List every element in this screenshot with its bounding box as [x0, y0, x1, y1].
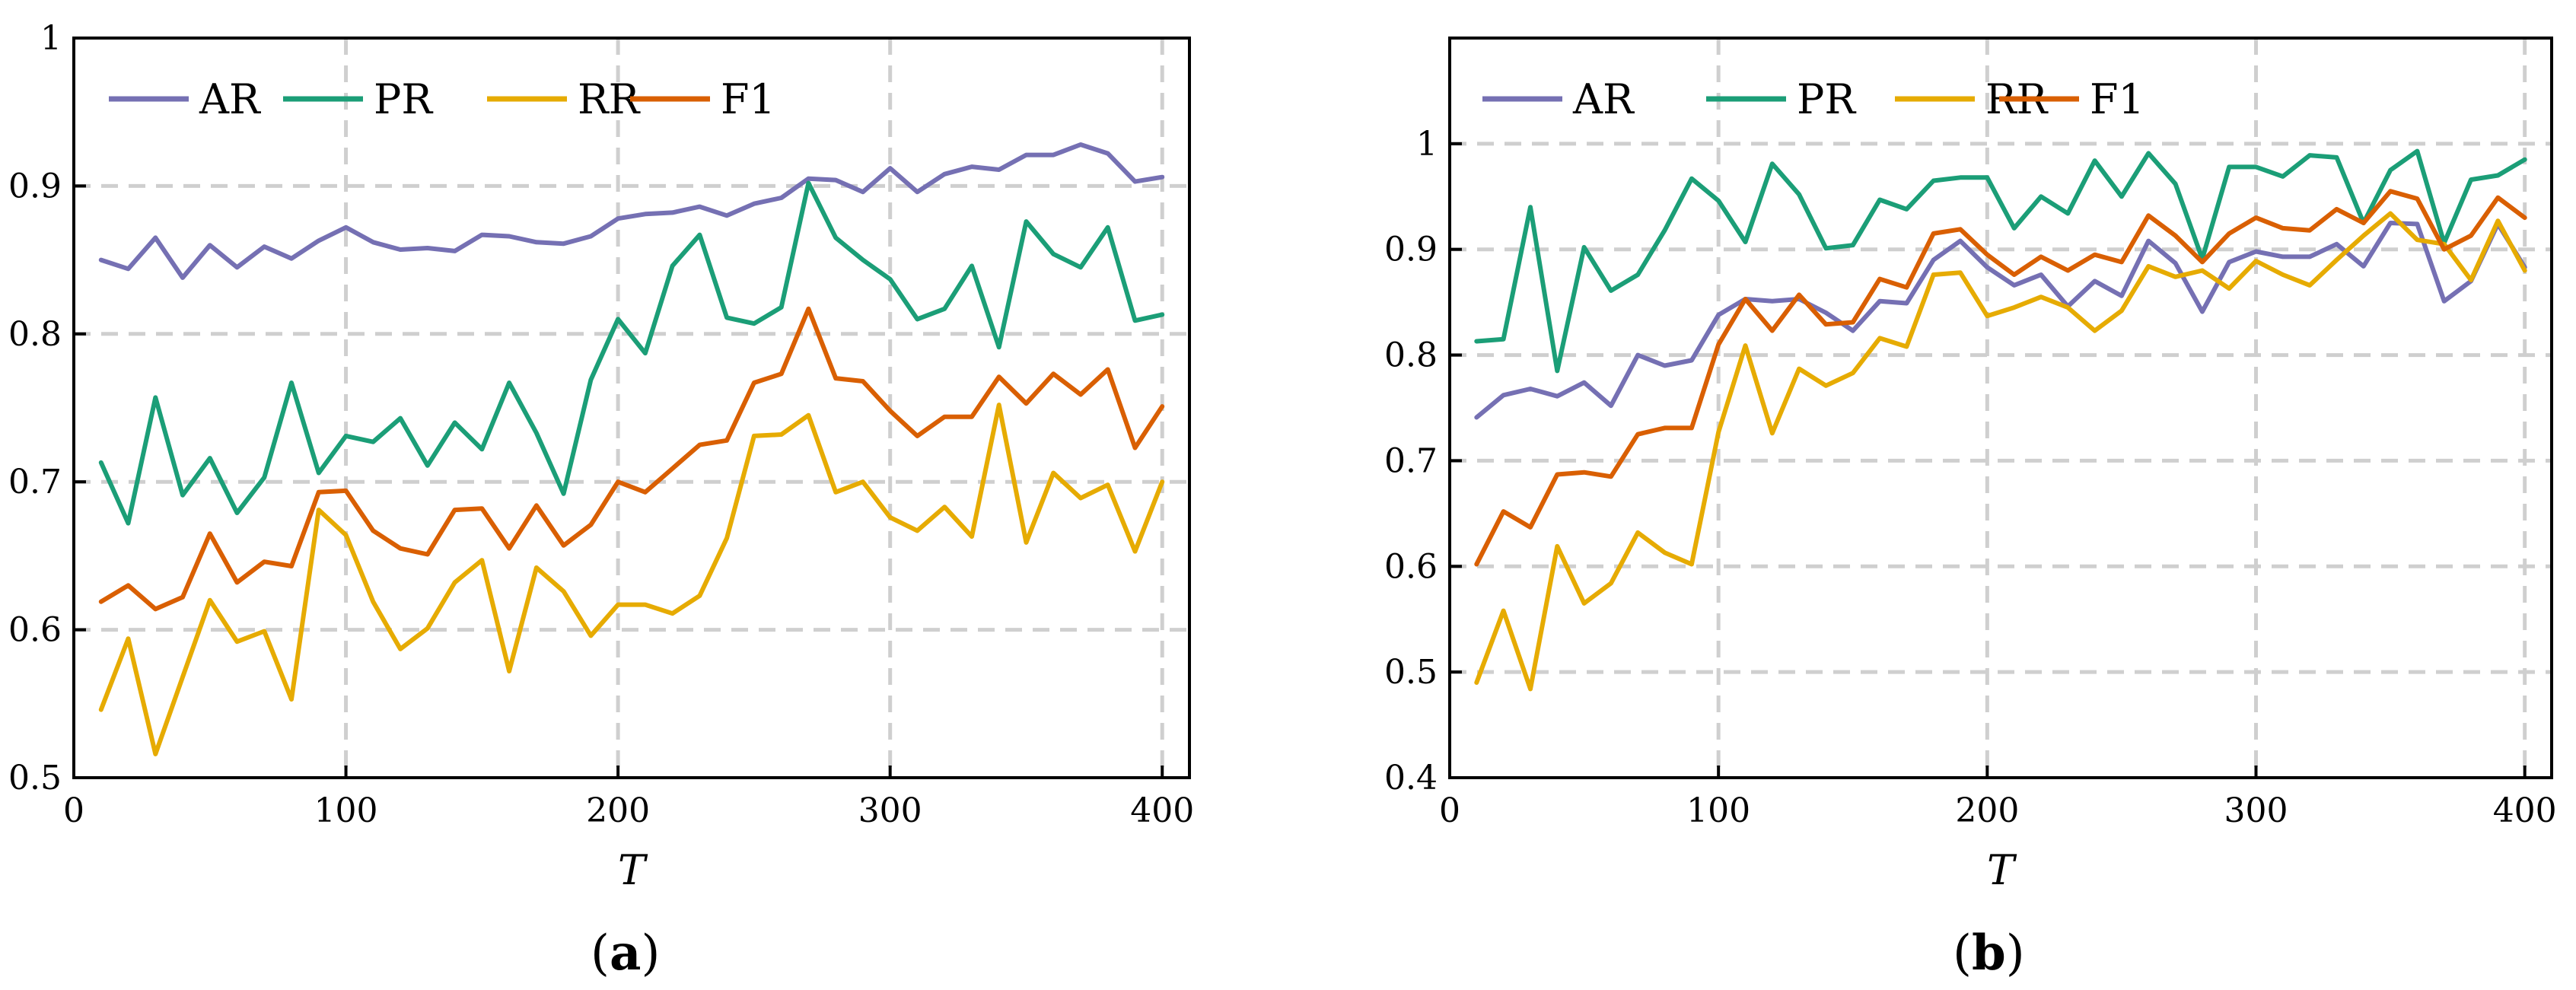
y-tick-label: 0.9 — [8, 167, 62, 205]
series-line-ar — [98, 142, 1165, 280]
legend-label-f1: F1 — [2090, 75, 2145, 123]
x-tick-label: 100 — [1686, 791, 1750, 830]
y-tick-label: 0.5 — [1384, 653, 1438, 692]
x-tick-label: 300 — [2224, 791, 2288, 830]
y-tick-label: 0.8 — [1384, 336, 1438, 375]
y-tick-label: 0.6 — [1384, 547, 1438, 586]
legend-label-pr: PR — [374, 75, 433, 123]
chart-a: 0 100 200 300 400 0.5 0.6 0.7 0.8 0.9 1 T AR PR RR F1 — [8, 19, 1194, 894]
x-tick-label: 200 — [1955, 791, 2019, 830]
x-tick-label: 0 — [1439, 791, 1460, 830]
series-line-f1 — [1474, 189, 2527, 567]
y-tick-label: 0.8 — [8, 315, 62, 354]
x-tick-label: 100 — [314, 791, 378, 830]
y-tick-label: 0.4 — [1384, 759, 1438, 797]
x-axis-label: T — [1987, 846, 2017, 894]
legend-label-ar: AR — [1572, 75, 1635, 123]
series-line-f1 — [98, 306, 1165, 612]
plot-area-frame — [1448, 37, 2553, 779]
x-tick-label: 200 — [586, 791, 650, 830]
panel-b-label: (b) — [1953, 925, 2025, 982]
legend-label-pr: PR — [1797, 75, 1856, 123]
series-line-pr — [1474, 148, 2527, 374]
series-line-ar — [1474, 221, 2527, 420]
x-tick-label: 400 — [2493, 791, 2557, 830]
panel-a-label: (a) — [591, 925, 661, 982]
y-tick-label: 0.7 — [1384, 441, 1438, 480]
x-axis-label: T — [618, 846, 648, 894]
legend-label-rr: RR — [578, 75, 641, 123]
y-tick-label: 1 — [1416, 125, 1438, 164]
legend-label-f1: F1 — [721, 75, 775, 123]
plot-area-frame — [72, 37, 1191, 779]
y-tick-label: 1 — [40, 19, 62, 58]
series-line-pr — [98, 180, 1165, 526]
y-tick-label: 0.5 — [8, 759, 62, 797]
y-tick-label: 0.7 — [8, 463, 62, 501]
y-tick-label: 0.6 — [8, 611, 62, 650]
series-line-rr — [1474, 211, 2527, 692]
y-tick-label: 0.9 — [1384, 231, 1438, 269]
x-tick-label: 300 — [858, 791, 922, 830]
x-tick-label: 0 — [63, 791, 84, 830]
x-tick-label: 400 — [1130, 791, 1194, 830]
series-line-rr — [98, 403, 1165, 756]
legend-label-ar: AR — [199, 75, 261, 123]
